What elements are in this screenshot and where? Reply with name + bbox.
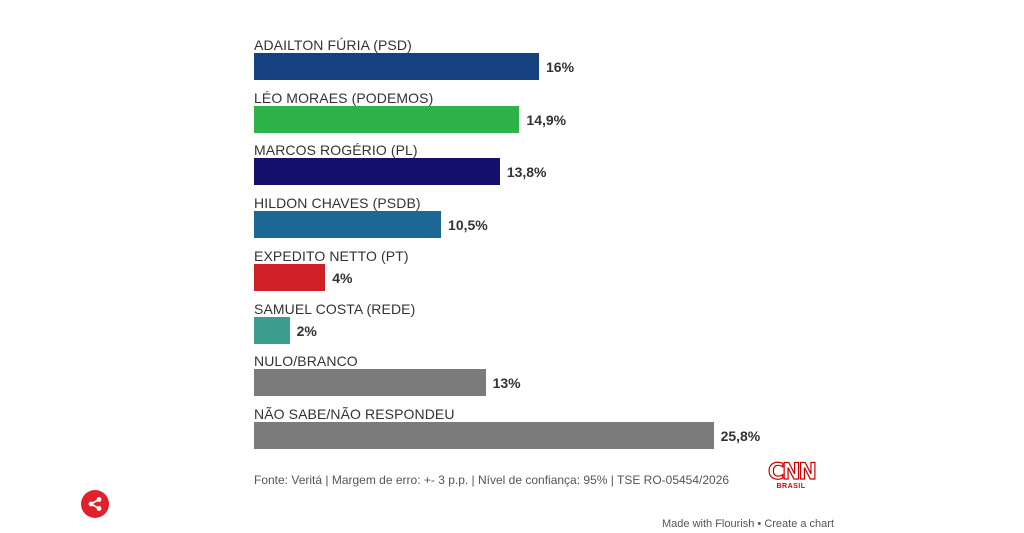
bar-chart: ADAILTON FÚRIA (PSD) 16% LÉO MORAES (PODEM… — [254, 34, 814, 454]
cnn-brasil-logo: CNN BRASIL — [767, 460, 817, 494]
bar-label: EXPEDITO NETTO (PT) — [254, 247, 409, 264]
bar[interactable] — [254, 421, 714, 449]
bar-label: NÃO SABE/NÃO RESPONDEU — [254, 405, 455, 422]
bar[interactable] — [254, 105, 520, 133]
bar[interactable] — [254, 53, 539, 80]
share-icon — [88, 497, 102, 511]
footer-separator: • — [757, 518, 762, 530]
bar-label: LÉO MORAES (PODEMOS) — [254, 89, 434, 106]
bar-value-label: 16% — [546, 59, 575, 75]
bar-value-label: 4% — [332, 269, 353, 286]
bar[interactable] — [254, 369, 486, 397]
bar-value-label: 10,5% — [448, 217, 488, 234]
bar-value-label: 13,8% — [506, 164, 547, 181]
cnn-logo-mark: CNN — [767, 460, 817, 485]
bar-value-label: 14,9% — [526, 111, 567, 128]
cnn-logo-subtitle: BRASIL — [776, 483, 806, 490]
bar-label: HILDON CHAVES (PSDB) — [254, 195, 421, 212]
bar[interactable] — [254, 211, 442, 239]
bar-value-label: 2% — [296, 322, 317, 339]
bar[interactable] — [254, 316, 290, 344]
made-with-flourish-link[interactable]: Made with Flourish — [662, 518, 755, 530]
share-button[interactable] — [81, 490, 109, 518]
bar[interactable] — [254, 263, 326, 291]
bar-label: ADAILTON FÚRIA (PSD) — [254, 37, 412, 53]
bar[interactable] — [254, 158, 500, 186]
create-chart-link[interactable]: Create a chart — [764, 518, 835, 530]
bar-label: NULO/BRANCO — [254, 353, 358, 370]
bar-label: MARCOS ROGÉRIO (PL) — [254, 142, 418, 159]
bar-value-label: 25,8% — [720, 427, 761, 444]
bar-label: SAMUEL COSTA (REDE) — [254, 300, 416, 317]
footer: Made with Flourish • Create a chart — [662, 518, 834, 530]
bar-value-label: 13% — [492, 375, 521, 392]
source-note: Fonte: Veritá | Margem de erro: +- 3 p.p… — [254, 473, 730, 487]
